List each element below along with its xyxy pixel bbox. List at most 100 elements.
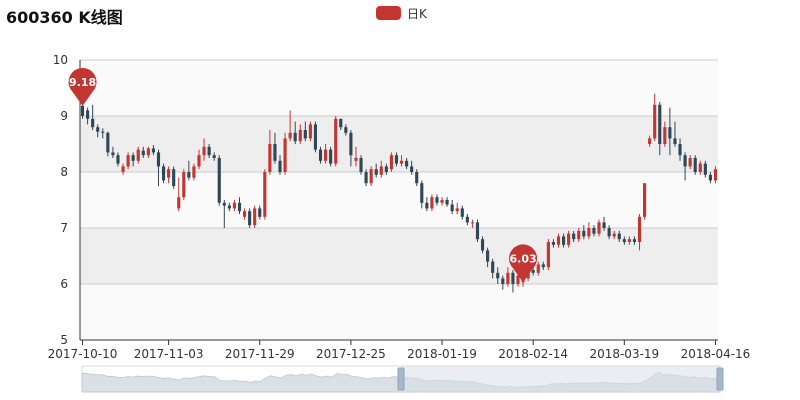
candle <box>141 146 145 158</box>
candle-body <box>324 149 328 161</box>
candle-body <box>116 155 120 164</box>
candle-body <box>546 242 550 268</box>
candle-body <box>283 138 287 172</box>
candle-body <box>106 132 110 153</box>
candle <box>602 216 606 231</box>
candle-body <box>136 149 140 161</box>
candle <box>612 230 616 240</box>
candle <box>673 121 677 147</box>
candle <box>470 219 474 228</box>
candle-body <box>511 272 515 284</box>
mark-point: 9.18 <box>68 68 97 106</box>
candle <box>121 163 125 175</box>
candle <box>177 177 181 212</box>
candle <box>126 152 130 170</box>
candle <box>359 155 363 175</box>
candle <box>161 163 166 184</box>
candle <box>146 146 150 158</box>
mark-pin <box>68 68 97 106</box>
candle <box>678 138 682 161</box>
candle <box>450 200 454 214</box>
candle-body <box>359 158 363 172</box>
candle-body <box>101 131 105 133</box>
candle-body <box>156 152 161 167</box>
data-zoom-slider <box>81 365 724 393</box>
candle <box>713 166 718 184</box>
candle <box>167 166 171 184</box>
candle-body <box>410 166 414 172</box>
candle-body <box>551 242 556 245</box>
candle <box>572 230 576 242</box>
candle-body <box>698 163 702 172</box>
legend-item-daily-k[interactable]: 日K <box>376 6 427 21</box>
mark-label: 9.18 <box>69 76 96 89</box>
candle-body <box>465 216 469 223</box>
candle-body <box>318 149 323 161</box>
candle <box>106 131 110 157</box>
x-tick-label: 2018-01-19 <box>407 347 477 361</box>
candle-body <box>430 197 434 209</box>
candle-body <box>425 202 429 209</box>
candle-body <box>561 236 566 245</box>
candle-body <box>172 169 176 186</box>
split-area-band <box>80 228 718 284</box>
candle-body <box>177 197 181 209</box>
candle-body <box>435 197 439 203</box>
x-tick-label: 2017-11-29 <box>225 347 295 361</box>
candle <box>227 202 231 212</box>
candle-body <box>96 127 100 132</box>
candle <box>420 180 424 209</box>
candle <box>293 121 297 144</box>
candle <box>369 166 373 186</box>
candle-body <box>470 222 474 224</box>
mark-label: 6.03 <box>509 252 536 265</box>
candle <box>339 118 343 130</box>
candle-body <box>450 204 454 212</box>
candle-body <box>308 124 312 139</box>
zoom-selected-range[interactable] <box>401 366 720 392</box>
candle-body <box>399 160 404 164</box>
candle <box>506 267 510 287</box>
candle-body <box>364 172 368 184</box>
candle <box>303 121 307 142</box>
candle <box>668 107 672 156</box>
candle <box>101 128 105 139</box>
candle-body <box>516 275 520 284</box>
candle-body <box>592 228 596 234</box>
candle <box>430 194 434 212</box>
candle-body <box>683 155 687 167</box>
zoom-handle-end[interactable] <box>716 367 724 391</box>
candle-body <box>501 278 505 284</box>
candle-body <box>253 208 257 226</box>
candle <box>663 121 667 147</box>
candle <box>344 124 348 136</box>
candle-body <box>577 230 581 240</box>
candle-body <box>405 160 409 167</box>
candle <box>283 132 287 175</box>
candle-body <box>531 270 535 273</box>
candle <box>222 200 226 228</box>
candle <box>465 214 469 226</box>
candle-body <box>379 166 383 175</box>
candle <box>587 222 591 240</box>
candle-body <box>455 208 459 212</box>
candle-body <box>187 172 191 178</box>
zoom-handle-start[interactable] <box>397 367 405 391</box>
candle <box>455 202 459 214</box>
mark-point: 6.03 <box>509 244 538 283</box>
candle-body <box>643 183 647 217</box>
candle <box>627 236 631 245</box>
candle <box>91 104 95 130</box>
y-tick-label: 7 <box>60 221 68 235</box>
candle <box>399 155 404 167</box>
candle-body <box>648 138 652 144</box>
candle <box>329 146 333 167</box>
candle-body <box>678 144 682 156</box>
candle <box>683 152 687 181</box>
candle-body <box>653 104 657 139</box>
candle-body <box>556 236 561 245</box>
candle <box>242 208 247 220</box>
candle-body <box>612 233 616 237</box>
candle-body <box>303 130 307 139</box>
